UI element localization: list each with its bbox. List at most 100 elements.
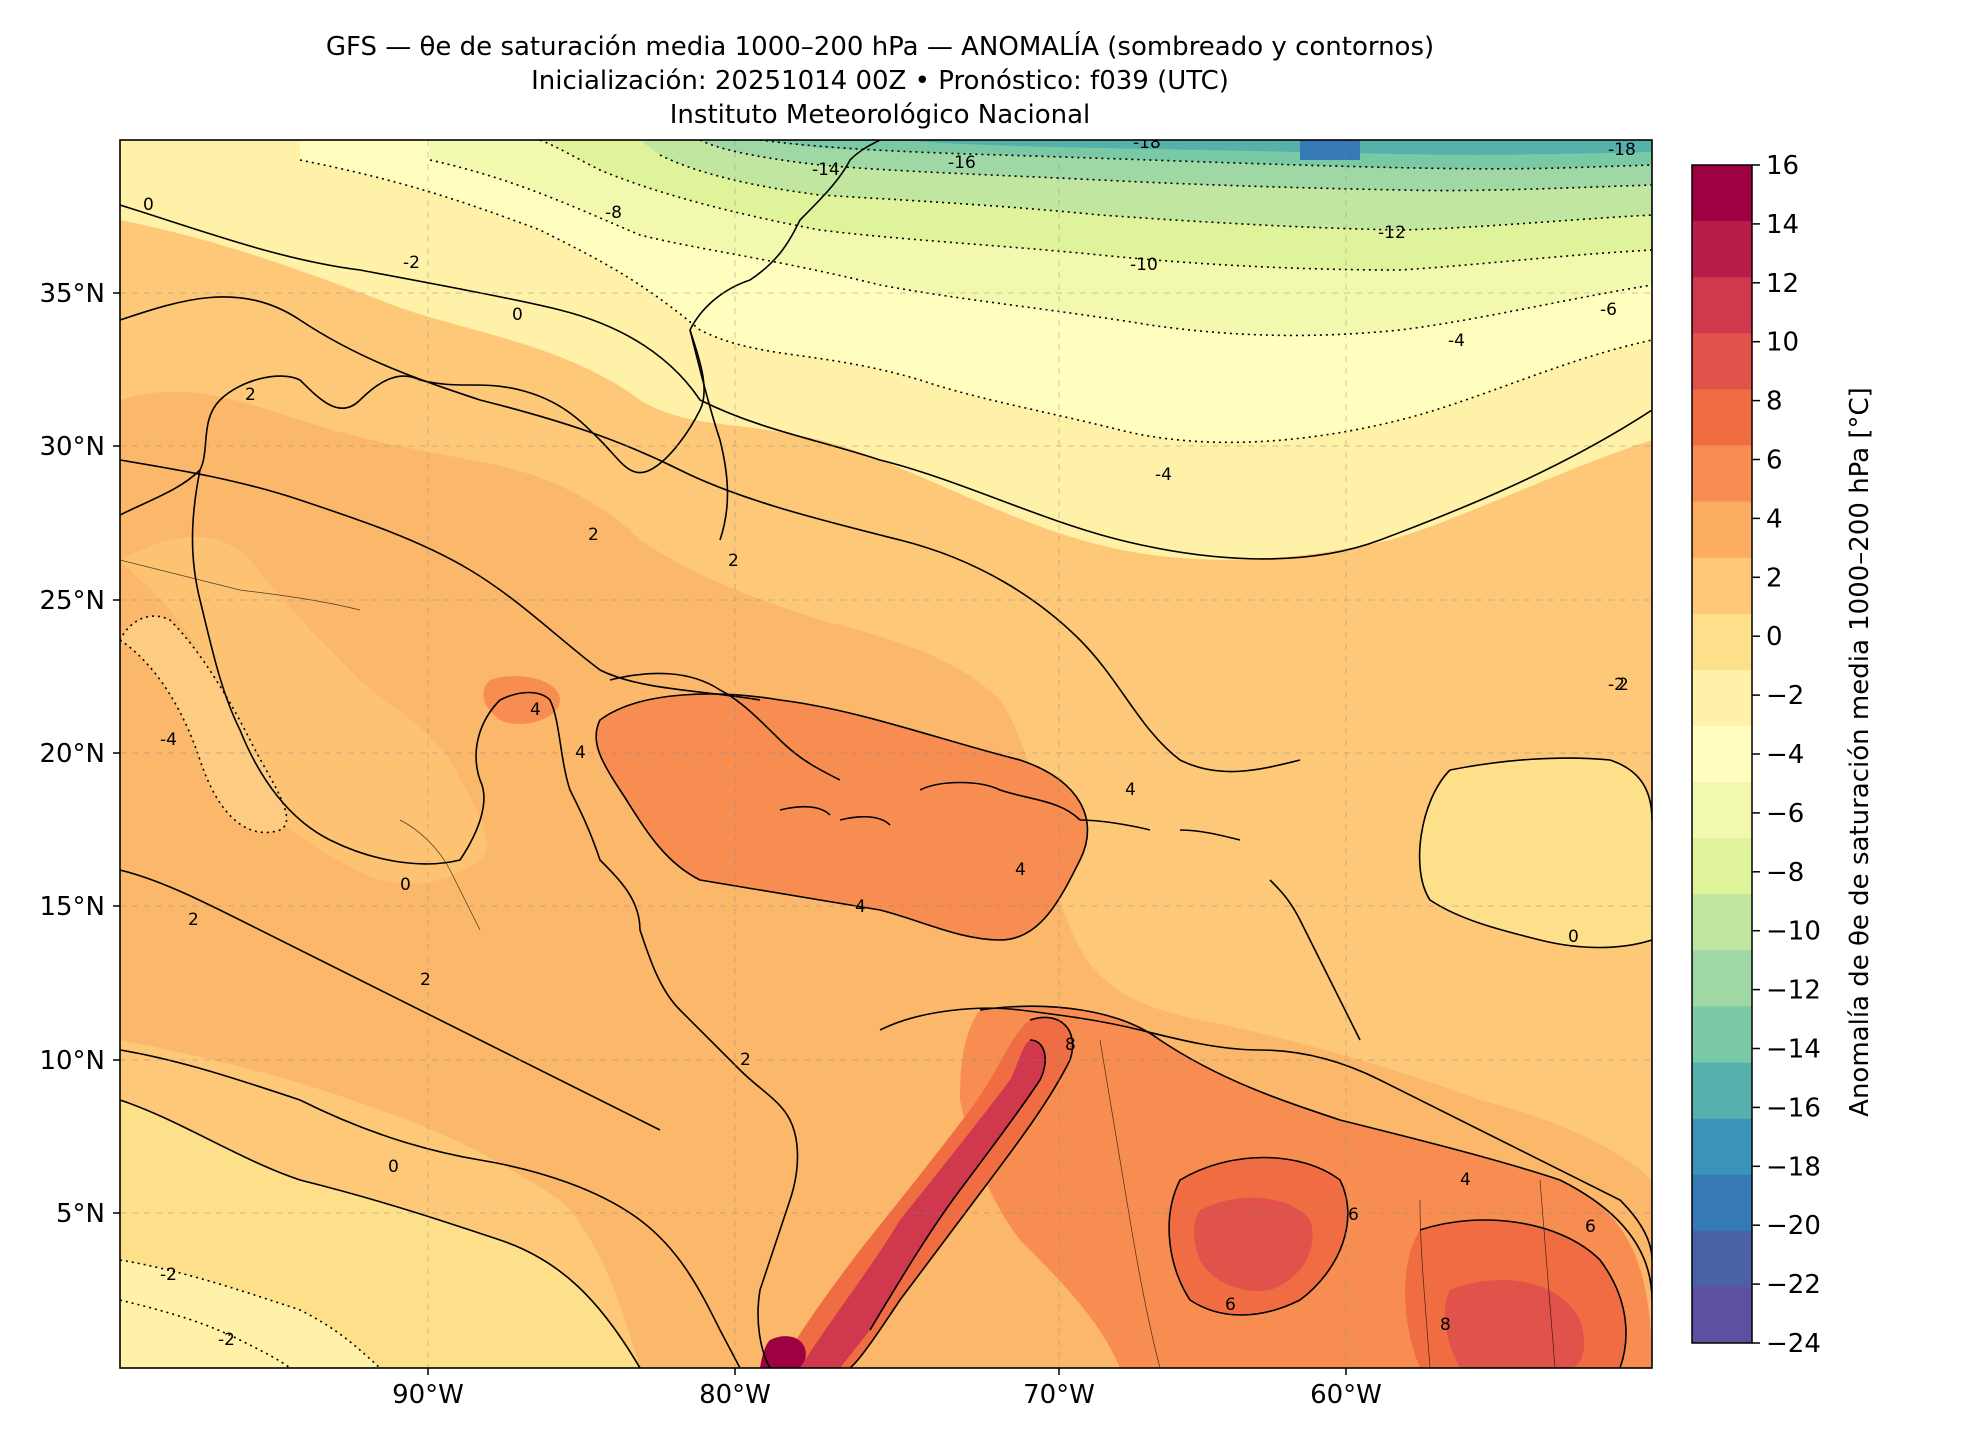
colorbar-swatch xyxy=(1692,613,1752,671)
colorbar-tick-label: −10 xyxy=(1766,917,1821,947)
contour-label: 2 xyxy=(1618,675,1629,695)
contour-label: -6 xyxy=(1600,300,1617,320)
anomaly-guyana-8-10 xyxy=(1444,1280,1585,1368)
colorbar-swatch xyxy=(1692,669,1752,727)
contour-label: 4 xyxy=(1125,780,1136,800)
colorbar-swatch xyxy=(1692,221,1752,278)
colorbar-tick-label: 4 xyxy=(1766,504,1783,534)
contour-label: -4 xyxy=(1448,331,1465,351)
contour-label: 4 xyxy=(530,700,541,720)
contour-label: -2 xyxy=(403,253,420,273)
map-area: -18 -18 -16 -14 -12 -10 -8 -6 -4 -4 -4 -… xyxy=(120,133,1652,1368)
contour-label: -2 xyxy=(218,1330,235,1350)
anomaly-band-minus18 xyxy=(1300,140,1360,160)
contour-label: 4 xyxy=(855,897,866,917)
contour-label: 6 xyxy=(1348,1205,1359,1225)
contour-label: 0 xyxy=(143,195,154,215)
colorbar-tick-label: −20 xyxy=(1766,1211,1821,1241)
contour-label: 2 xyxy=(245,385,256,405)
graticule xyxy=(120,140,1652,1368)
colorbar-swatch xyxy=(1692,1006,1752,1064)
colorbar-label: Anomalía de θe de saturación media 1000–… xyxy=(1845,387,1875,1117)
contour-label: -4 xyxy=(160,730,177,750)
colorbar-tick-label: 12 xyxy=(1766,269,1799,299)
contour-label: -16 xyxy=(948,153,976,173)
colorbar-tick-label: −22 xyxy=(1766,1270,1821,1300)
contour-label: -10 xyxy=(1130,255,1158,275)
map-frame xyxy=(119,139,1653,1369)
colorbar-tick-label: −12 xyxy=(1766,976,1821,1006)
contour-label: 4 xyxy=(575,743,586,763)
contour-label: 6 xyxy=(1225,1295,1236,1315)
anomaly-yucatan-4-6 xyxy=(483,676,560,724)
contour-label: 0 xyxy=(388,1157,399,1177)
colorbar-swatch xyxy=(1692,725,1752,783)
colorbar-swatch xyxy=(1692,1174,1752,1232)
colorbar-tick-label: −16 xyxy=(1766,1093,1821,1123)
contour-label: -8 xyxy=(605,203,622,223)
lat-tick-label: 35°N xyxy=(39,279,105,309)
anomaly-venezuela-8-10 xyxy=(1194,1197,1313,1291)
colorbar-swatch xyxy=(1692,838,1752,895)
colorbar-swatch xyxy=(1692,165,1752,222)
colorbar-tick-label: −8 xyxy=(1766,858,1804,888)
contour-label: -14 xyxy=(812,160,840,180)
colorbar-tick-label: 6 xyxy=(1766,446,1783,476)
colorbar-swatch xyxy=(1692,277,1752,334)
lon-axis: 90°W 80°W 70°W 60°W xyxy=(392,1368,1382,1410)
colorbar-tick-label: −2 xyxy=(1766,681,1804,711)
lat-tick-label: 20°N xyxy=(39,739,105,769)
colorbar-swatch xyxy=(1692,557,1752,615)
anomaly-pacific-minus2 xyxy=(120,1260,380,1368)
contour-label: 0 xyxy=(512,305,523,325)
lon-tick-label: 80°W xyxy=(699,1380,771,1410)
lat-tick-label: 5°N xyxy=(56,1199,105,1229)
colorbar-tick-label: −6 xyxy=(1766,799,1804,829)
colorbar-tick-label: 2 xyxy=(1766,563,1783,593)
chart-title: GFS — θe de saturación media 1000–200 hP… xyxy=(325,32,1435,62)
contour-label: 2 xyxy=(728,551,739,571)
contour-label: -2 xyxy=(1608,675,1625,695)
contour-label: 8 xyxy=(1065,1035,1076,1055)
colorbar-tick-label: 16 xyxy=(1766,151,1799,181)
borders xyxy=(120,559,1556,1368)
lon-tick-label: 60°W xyxy=(1310,1380,1382,1410)
contour-label: -2 xyxy=(160,1265,177,1285)
coastlines xyxy=(120,140,1652,1368)
contour-label: 2 xyxy=(740,1050,751,1070)
colorbar-swatch xyxy=(1692,894,1752,951)
contour-label: 2 xyxy=(588,525,599,545)
colorbar: 16 14 12 10 8 6 4 2 0 −2 −4 −6 −8 −10 −12 −14 −16 −18 −20 −… xyxy=(1691,151,1821,1359)
colorbar-swatch xyxy=(1692,333,1752,390)
contour-label: -18 xyxy=(1133,133,1161,153)
anomaly-andes-peak xyxy=(760,1336,806,1368)
colorbar-swatch xyxy=(1692,501,1752,559)
colorbar-swatch xyxy=(1692,1286,1752,1344)
chart-subtitle-institute: Instituto Meteorológico Nacional xyxy=(669,100,1091,130)
lat-tick-label: 25°N xyxy=(39,586,105,616)
anomaly-band-minus16 xyxy=(900,140,1652,155)
colorbar-tick-label: −14 xyxy=(1766,1035,1821,1065)
colorbar-swatch xyxy=(1692,1118,1752,1176)
lat-tick-label: 15°N xyxy=(39,892,105,922)
contour-label: 2 xyxy=(188,910,199,930)
lat-tick-label: 30°N xyxy=(39,432,105,462)
contour-label: -4 xyxy=(1155,465,1172,485)
anomaly-atlantic-0-2 xyxy=(1419,758,1652,948)
lon-tick-label: 70°W xyxy=(1023,1380,1095,1410)
colorbar-swatch xyxy=(1692,782,1752,839)
contour-label: 4 xyxy=(1015,860,1026,880)
contours-solid xyxy=(120,204,1652,1368)
contour-label: -18 xyxy=(1608,140,1636,160)
colorbar-swatch xyxy=(1692,1062,1752,1120)
contours-dotted xyxy=(120,140,1652,1368)
colorbar-swatch xyxy=(1692,950,1752,1007)
contour-label: -12 xyxy=(1378,223,1406,243)
contour-label: 4 xyxy=(1460,1170,1471,1190)
colorbar-tick-label: 14 xyxy=(1766,210,1799,240)
colorbar-tick-label: −4 xyxy=(1766,740,1804,770)
contour-label: 2 xyxy=(420,970,431,990)
anomaly-andes-10-12 xyxy=(800,1040,1046,1368)
contour-label: 0 xyxy=(400,875,411,895)
lat-axis: 35°N 30°N 25°N 20°N 15°N 10°N 5°N xyxy=(39,279,120,1229)
